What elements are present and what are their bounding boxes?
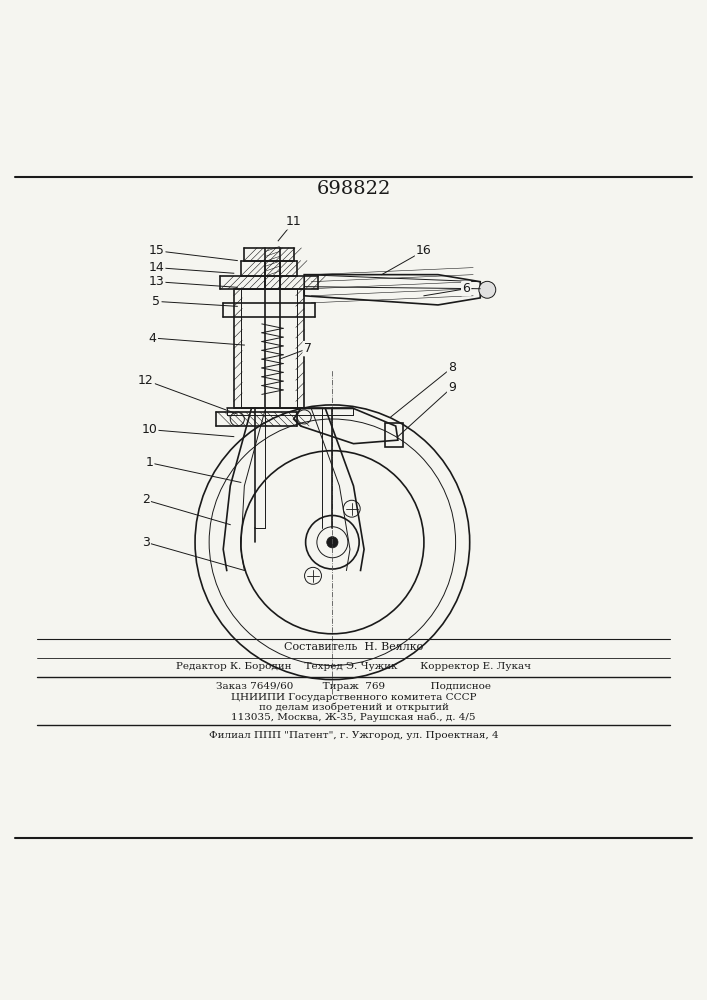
Text: 13: 13: [148, 275, 164, 288]
Text: 15: 15: [148, 244, 164, 257]
Text: 12: 12: [138, 374, 153, 387]
Text: Заказ 7649/60         Тираж  769              Подписное: Заказ 7649/60 Тираж 769 Подписное: [216, 682, 491, 691]
Text: 14: 14: [148, 261, 164, 274]
Text: 16: 16: [416, 244, 432, 257]
Text: 10: 10: [141, 423, 157, 436]
Text: Филиал ППП "Патент", г. Ужгород, ул. Проектная, 4: Филиал ППП "Патент", г. Ужгород, ул. Про…: [209, 731, 498, 740]
Bar: [241, 289, 297, 408]
Circle shape: [479, 281, 496, 298]
Circle shape: [327, 537, 338, 548]
Text: Составитель  Н. Веялко: Составитель Н. Веялко: [284, 642, 423, 652]
Text: 11: 11: [286, 215, 301, 228]
Text: 9: 9: [448, 381, 456, 394]
Text: 4: 4: [149, 332, 157, 345]
Text: по делам изобретений и открытий: по делам изобретений и открытий: [259, 702, 448, 712]
Text: 698822: 698822: [316, 180, 391, 198]
Text: 5: 5: [152, 295, 160, 308]
Text: Редактор К. Бородин    Техред Э. Чужик       Корректор Е. Лукач: Редактор К. Бородин Техред Э. Чужик Корр…: [176, 662, 531, 671]
Text: 2: 2: [142, 493, 150, 506]
Text: 113035, Москва, Ж-35, Раушская наб., д. 4/5: 113035, Москва, Ж-35, Раушская наб., д. …: [231, 713, 476, 722]
Text: ЦНИИПИ Государственного комитета СССР: ЦНИИПИ Государственного комитета СССР: [230, 693, 477, 702]
Text: 1: 1: [146, 456, 153, 469]
Text: 7: 7: [304, 342, 312, 355]
Bar: [234, 289, 304, 408]
Text: 8: 8: [448, 361, 456, 374]
Text: 6: 6: [462, 282, 470, 295]
Text: 3: 3: [142, 536, 150, 549]
